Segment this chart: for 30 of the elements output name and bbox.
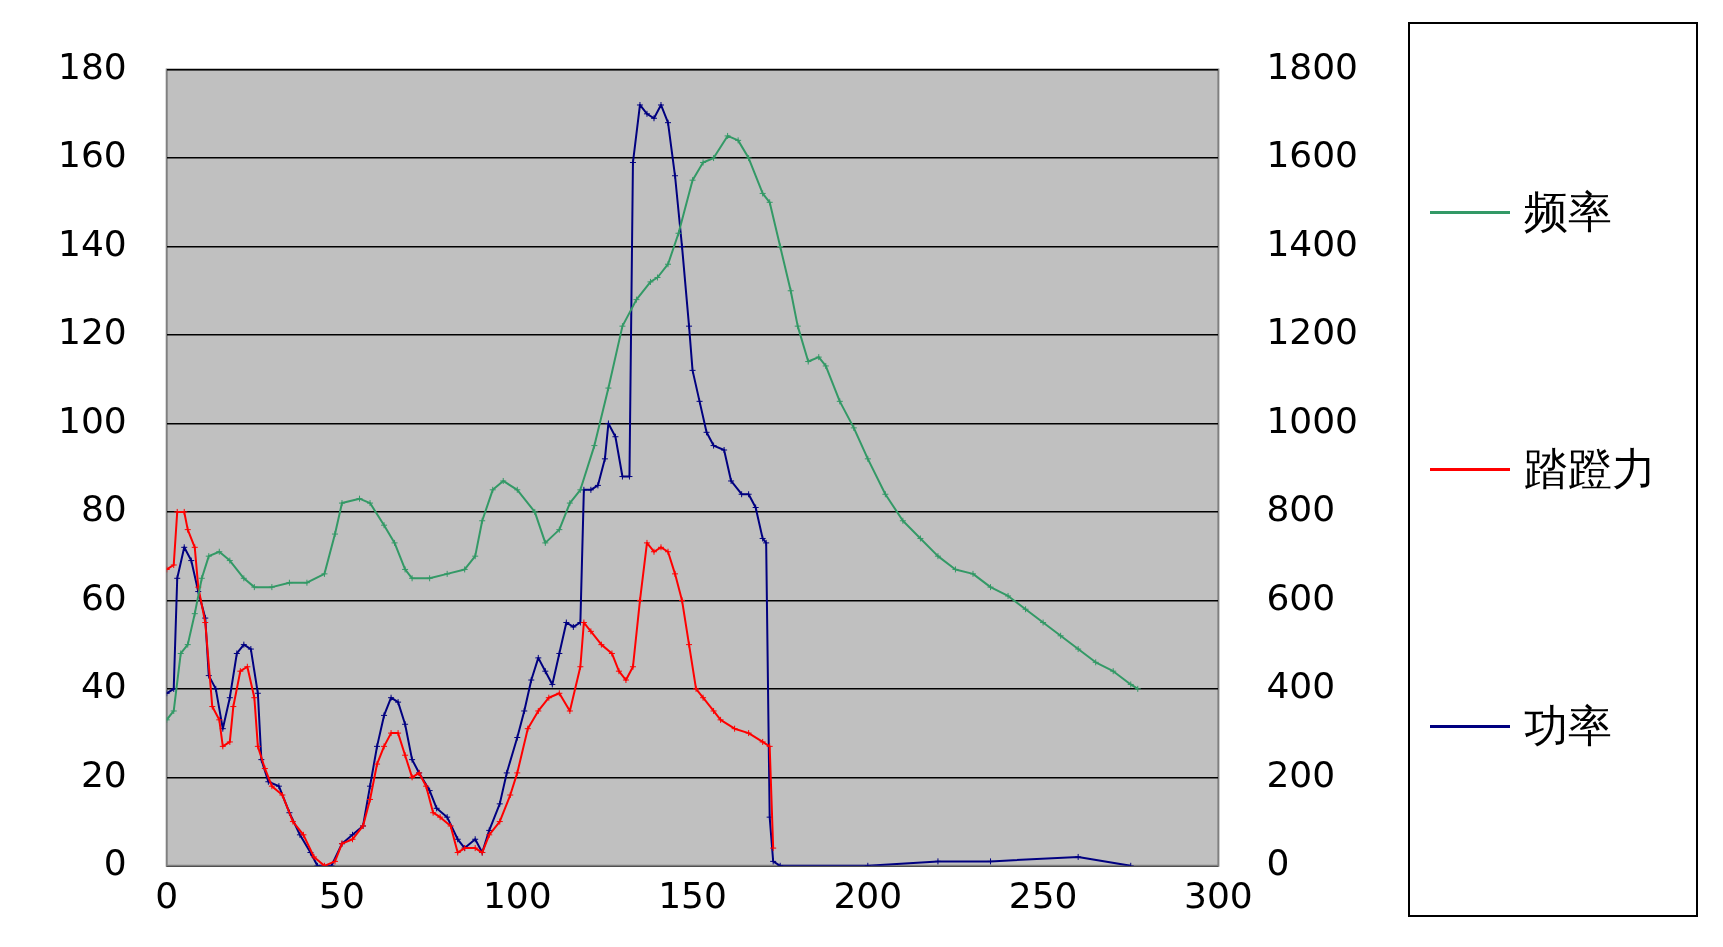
y-tick-label: 120 (57, 311, 127, 353)
y2-tick-label: 800 (1266, 488, 1336, 530)
y2-tick-label: 600 (1266, 576, 1336, 618)
y-tick-label: 80 (80, 488, 127, 530)
y-tick-label: 140 (57, 222, 127, 264)
legend-label: 频率 (1524, 185, 1612, 239)
x-tick-label: 250 (1008, 874, 1078, 916)
y2-tick-label: 1400 (1266, 222, 1359, 264)
y-tick-label: 60 (80, 576, 127, 618)
legend-label: 功率 (1524, 699, 1612, 753)
y-tick-label: 20 (80, 753, 127, 795)
y2-tick-label: 400 (1266, 665, 1336, 707)
y2-tick-label: 1800 (1266, 45, 1359, 87)
x-tick-label: 200 (833, 874, 903, 916)
y-tick-label: 180 (57, 45, 127, 87)
legend-label: 踏蹬力 (1524, 442, 1656, 496)
x-tick-label: 0 (155, 874, 179, 916)
y2-tick-label: 200 (1266, 753, 1336, 795)
y2-tick-label: 1200 (1266, 311, 1359, 353)
x-tick-label: 300 (1184, 874, 1253, 916)
y-tick-label: 160 (57, 134, 127, 176)
x-tick-label: 100 (482, 874, 552, 916)
y-tick-label: 0 (103, 842, 127, 884)
y2-tick-label: 1000 (1266, 399, 1359, 441)
y-tick-label: 100 (57, 399, 127, 441)
y-tick-label: 40 (80, 665, 127, 707)
x-tick-label: 50 (319, 874, 365, 916)
y2-tick-label: 0 (1266, 842, 1290, 884)
y2-tick-label: 1600 (1266, 134, 1359, 176)
x-tick-label: 150 (658, 874, 727, 916)
